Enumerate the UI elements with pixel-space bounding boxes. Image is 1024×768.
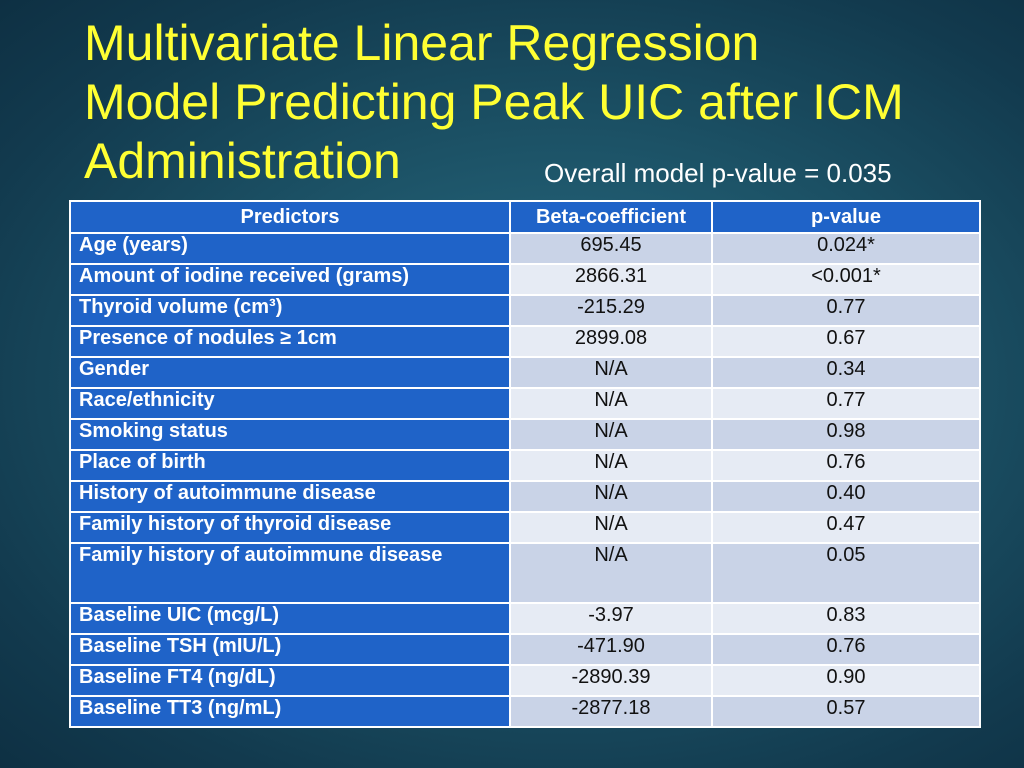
predictor-cell: Baseline TT3 (ng/mL) — [69, 695, 511, 728]
table-row: Baseline TT3 (ng/mL) -2877.18 0.57 — [69, 695, 981, 728]
p-value-cell: 0.57 — [711, 695, 981, 728]
table-row: Race/ethnicity N/A 0.77 — [69, 387, 981, 420]
beta-cell: N/A — [509, 387, 713, 420]
predictor-cell: Baseline FT4 (ng/dL) — [69, 664, 511, 697]
predictor-cell: Smoking status — [69, 418, 511, 451]
table-row: Place of birth N/A 0.76 — [69, 449, 981, 482]
p-value-cell: 0.024* — [711, 232, 981, 265]
title-line-3: Administration — [84, 133, 401, 189]
beta-cell: 695.45 — [509, 232, 713, 265]
table-row: Age (years) 695.45 0.024* — [69, 232, 981, 265]
predictor-cell: Baseline UIC (mcg/L) — [69, 602, 511, 635]
beta-cell: N/A — [509, 480, 713, 513]
beta-cell: 2866.31 — [509, 263, 713, 296]
table-row: Smoking status N/A 0.98 — [69, 418, 981, 451]
regression-table: Predictors Beta-coefficient p-value Age … — [69, 200, 981, 728]
p-value-cell: 0.76 — [711, 449, 981, 482]
table-header-row: Predictors Beta-coefficient p-value — [69, 200, 981, 234]
p-value-cell: 0.90 — [711, 664, 981, 697]
title-line-2: Model Predicting Peak UIC after ICM — [84, 74, 904, 130]
predictor-cell: Presence of nodules ≥ 1cm — [69, 325, 511, 358]
beta-cell: N/A — [509, 449, 713, 482]
p-value-cell: 0.76 — [711, 633, 981, 666]
predictor-cell: Amount of iodine received (grams) — [69, 263, 511, 296]
header-p-value: p-value — [711, 200, 981, 234]
predictor-cell: Baseline TSH (mIU/L) — [69, 633, 511, 666]
predictor-cell: Place of birth — [69, 449, 511, 482]
predictor-cell: Gender — [69, 356, 511, 389]
p-value-cell: 0.83 — [711, 602, 981, 635]
table-row: History of autoimmune disease N/A 0.40 — [69, 480, 981, 513]
p-value-cell: 0.40 — [711, 480, 981, 513]
beta-cell: N/A — [509, 356, 713, 389]
p-value-cell: 0.77 — [711, 387, 981, 420]
beta-cell: N/A — [509, 418, 713, 451]
p-value-cell: <0.001* — [711, 263, 981, 296]
beta-cell: N/A — [509, 542, 713, 604]
p-value-cell: 0.67 — [711, 325, 981, 358]
predictor-cell: History of autoimmune disease — [69, 480, 511, 513]
slide-title: Multivariate Linear Regression Model Pre… — [84, 14, 984, 191]
beta-cell: N/A — [509, 511, 713, 544]
p-value-cell: 0.47 — [711, 511, 981, 544]
table-row: Baseline UIC (mcg/L) -3.97 0.83 — [69, 602, 981, 635]
table-row: Family history of autoimmune disease N/A… — [69, 542, 981, 604]
table-row: Family history of thyroid disease N/A 0.… — [69, 511, 981, 544]
table-row: Amount of iodine received (grams) 2866.3… — [69, 263, 981, 296]
overall-model-pvalue: Overall model p-value = 0.035 — [544, 158, 892, 188]
p-value-cell: 0.05 — [711, 542, 981, 604]
p-value-cell: 0.77 — [711, 294, 981, 327]
table-row: Gender N/A 0.34 — [69, 356, 981, 389]
beta-cell: 2899.08 — [509, 325, 713, 358]
beta-cell: -215.29 — [509, 294, 713, 327]
predictor-cell: Age (years) — [69, 232, 511, 265]
beta-cell: -2877.18 — [509, 695, 713, 728]
predictor-cell: Race/ethnicity — [69, 387, 511, 420]
table-row: Presence of nodules ≥ 1cm 2899.08 0.67 — [69, 325, 981, 358]
predictor-cell: Family history of autoimmune disease — [69, 542, 511, 604]
beta-cell: -471.90 — [509, 633, 713, 666]
table-row: Thyroid volume (cm³) -215.29 0.77 — [69, 294, 981, 327]
p-value-cell: 0.98 — [711, 418, 981, 451]
title-line-1: Multivariate Linear Regression — [84, 15, 760, 71]
predictor-cell: Family history of thyroid disease — [69, 511, 511, 544]
predictor-cell: Thyroid volume (cm³) — [69, 294, 511, 327]
p-value-cell: 0.34 — [711, 356, 981, 389]
header-predictors: Predictors — [69, 200, 511, 234]
table-row: Baseline TSH (mIU/L) -471.90 0.76 — [69, 633, 981, 666]
beta-cell: -3.97 — [509, 602, 713, 635]
table-row: Baseline FT4 (ng/dL) -2890.39 0.90 — [69, 664, 981, 697]
header-beta-coefficient: Beta-coefficient — [509, 200, 713, 234]
beta-cell: -2890.39 — [509, 664, 713, 697]
